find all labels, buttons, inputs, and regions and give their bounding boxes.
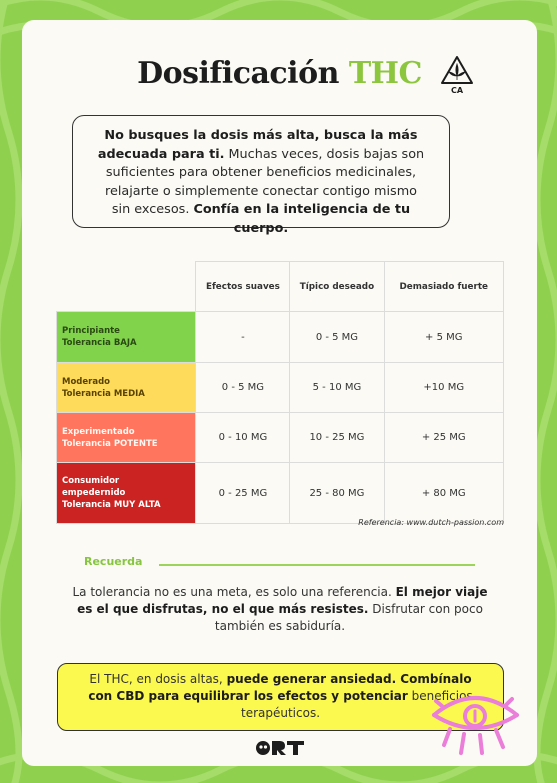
- eye-illustration-icon: [432, 696, 519, 755]
- intro-text: Muchas veces, dosis bajas son suficiente…: [104, 146, 425, 218]
- ort-logo: [256, 741, 304, 755]
- table-row-potente: Experimentado Tolerancia POTENTE 0 - 10 M…: [55, 412, 505, 463]
- divider: [159, 564, 475, 566]
- header-demasiado-fuerte: Demasiado fuerte: [383, 261, 505, 312]
- reference-note: Referencia: www.dutch-passion.com: [358, 518, 504, 527]
- cell-baja-tipico: 0 - 5 MG: [289, 311, 385, 363]
- table-row-baja: Principiante Tolerancia BAJA - 0 - 5 MG +…: [55, 311, 505, 363]
- cannabis-leaf-triangle-icon: CA: [441, 56, 473, 94]
- table-row-media: Moderado Tolerancia MEDIA 0 - 5 MG 5 - 10…: [55, 362, 505, 413]
- reminder-text: La tolerancia no es una meta, es solo un…: [72, 585, 488, 633]
- warning-bold: puede generar ansiedad. Combínalo con CB…: [88, 672, 472, 703]
- header-tipico-deseado: Típico deseado: [289, 261, 385, 312]
- cell-baja-fuerte: + 5 MG: [383, 311, 505, 363]
- cell-media-tipico: 5 - 10 MG: [289, 362, 385, 413]
- intro-bold-2: Confía en la inteligencia de tu cuerpo.: [193, 202, 411, 236]
- cell-muy-alta-tipico: 25 - 80 MG: [289, 462, 385, 524]
- intro-box: No busques la dosis más alta, busca la m…: [72, 115, 450, 236]
- cell-potente-tipico: 10 - 25 MG: [289, 412, 385, 463]
- reminder-bold: El mejor viaje es el que disfrutas, no e…: [77, 585, 488, 616]
- table-row-muy-alta: Consumidor empedernido Tolerancia MUY ALT…: [55, 462, 505, 524]
- cell-media-suaves: 0 - 5 MG: [195, 362, 291, 413]
- title-highlight: THC: [348, 56, 423, 91]
- cell-baja-suaves: -: [195, 311, 291, 363]
- badge-text: CA: [451, 86, 464, 94]
- intro-bold-1: No busques la dosis más alta, busca la m…: [97, 128, 418, 162]
- cell-potente-fuerte: + 25 MG: [383, 412, 505, 463]
- table-corner: [56, 261, 197, 312]
- content-card: Dosificación THC CA No busques la dosis …: [22, 20, 537, 766]
- cell-potente-suaves: 0 - 10 MG: [195, 412, 291, 463]
- level-cell-potente: Experimentado Tolerancia POTENTE: [55, 412, 197, 463]
- cell-muy-alta-fuerte: + 80 MG: [383, 462, 505, 524]
- title-prefix: Dosificación: [137, 56, 339, 91]
- dosage-table: Efectos suaves Típico deseado Demasiado …: [55, 261, 505, 524]
- recuerda-heading: Recuerda: [84, 555, 143, 568]
- cell-media-fuerte: +10 MG: [383, 362, 505, 413]
- level-cell-baja: Principiante Tolerancia BAJA: [55, 311, 197, 363]
- warning-box: El THC, en dosis altas, puede generar an…: [57, 663, 504, 731]
- header-efectos-suaves: Efectos suaves: [195, 261, 291, 312]
- level-cell-media: Moderado Tolerancia MEDIA: [55, 362, 197, 413]
- cell-muy-alta-suaves: 0 - 25 MG: [195, 462, 291, 524]
- page-title: Dosificación THC: [22, 56, 537, 91]
- level-cell-muy-alta: Consumidor empedernido Tolerancia MUY ALT…: [55, 462, 197, 524]
